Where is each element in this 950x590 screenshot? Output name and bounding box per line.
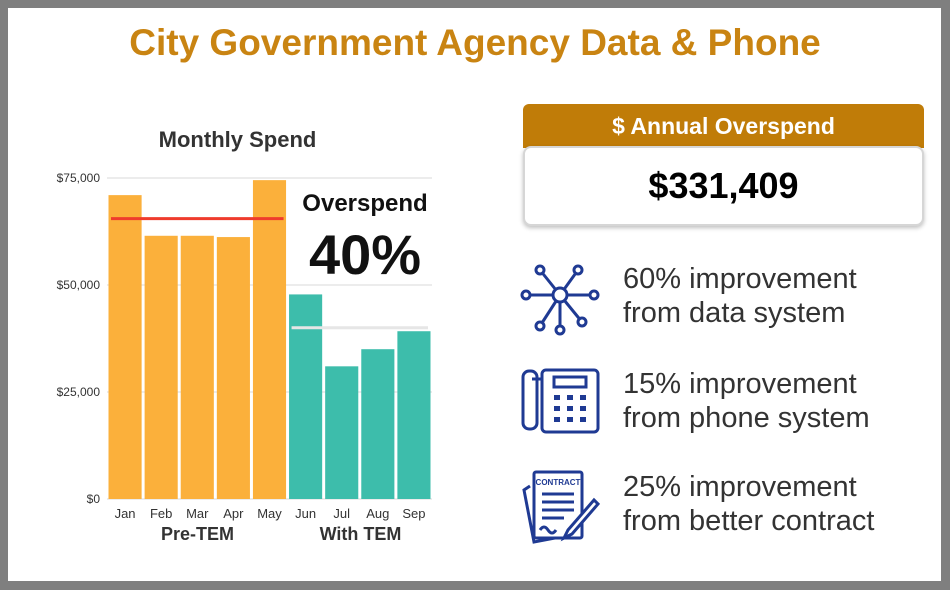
- bar: [108, 195, 142, 499]
- phone-icon: [521, 368, 600, 434]
- bar: [289, 294, 323, 499]
- improvement-line-1: 15% improvement: [623, 368, 857, 400]
- x-tick-label: Jan: [115, 506, 136, 521]
- x-tick-label: Sep: [402, 506, 425, 521]
- bar: [216, 237, 250, 499]
- overspend-percent: 40%: [308, 223, 422, 286]
- x-tick-label: Jul: [333, 506, 350, 521]
- y-tick-label: $25,000: [57, 385, 101, 399]
- group-label-pre-tem: Pre-TEM: [160, 524, 234, 544]
- annual-overspend-banner: $ Annual Overspend: [523, 104, 924, 148]
- contract-icon: CONTRACT: [522, 470, 601, 544]
- x-tick-label: Aug: [366, 506, 389, 521]
- improvement-line-2: from phone system: [623, 402, 870, 434]
- x-tick-label: Mar: [186, 506, 209, 521]
- chart-title: Monthly Spend: [158, 127, 317, 152]
- bar: [361, 349, 395, 499]
- y-tick-label: $0: [87, 492, 101, 506]
- y-tick-label: $75,000: [57, 171, 101, 185]
- contract-icon-text: CONTRACT: [536, 478, 581, 487]
- x-tick-label: Jun: [295, 506, 316, 521]
- bar: [325, 366, 359, 499]
- improvement-line-2: from data system: [623, 297, 846, 329]
- x-tick-label: Apr: [223, 506, 244, 521]
- bar: [397, 331, 431, 499]
- improvement-line-1: 25% improvement: [623, 471, 857, 503]
- improvement-line-2: from better contract: [623, 505, 875, 537]
- x-tick-label: Feb: [150, 506, 172, 521]
- x-tick-label: May: [257, 506, 282, 521]
- bar: [252, 180, 287, 499]
- page-title: City Government Agency Data & Phone: [129, 22, 821, 63]
- improvement-phone-system: 15% improvement from phone system: [520, 367, 940, 447]
- bar: [144, 235, 178, 499]
- network-icon: [520, 264, 600, 336]
- y-tick-label: $50,000: [57, 278, 101, 292]
- improvement-contract: CONTRACT 25% improvement from better con…: [520, 470, 940, 550]
- improvement-data-system: 60% improvement from data system: [520, 262, 940, 342]
- annual-overspend-value: $331,409: [523, 146, 924, 226]
- improvement-line-1: 60% improvement: [623, 263, 857, 295]
- bar: [180, 235, 214, 499]
- group-label-with-tem: With TEM: [319, 524, 402, 544]
- overspend-label: Overspend: [302, 190, 428, 217]
